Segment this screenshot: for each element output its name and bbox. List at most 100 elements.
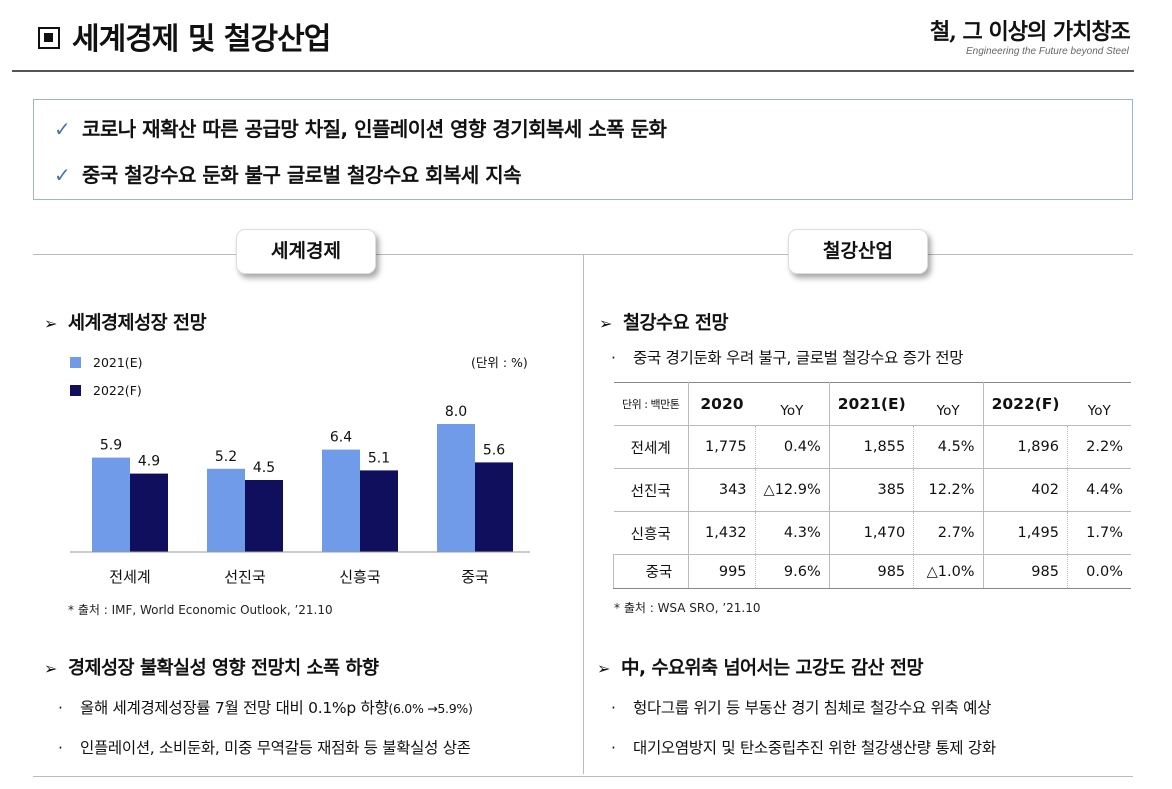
- summary-box: ✓ 코로나 재확산 따른 공급망 차질, 인플레이션 영향 경기회복세 소폭 둔화…: [33, 99, 1133, 200]
- table-cell: 1,470: [828, 511, 914, 555]
- steel-note: · 중국 경기둔화 우려 불구, 글로벌 철강수요 증가 전망: [611, 346, 963, 368]
- table-year-header: 2022(F): [982, 382, 1068, 426]
- table-cell: 343: [687, 468, 756, 512]
- bullet-text: 헝다그룹 위기 등 부동산 경기 침체로 철강수요 위축 예상: [633, 699, 992, 717]
- bullet-text: 중국 경기둔화 우려 불구, 글로벌 철강수요 증가 전망: [633, 349, 964, 367]
- bullet-text: 대기오염방지 및 탄소중립추진 위한 철강생산량 통제 강화: [633, 739, 996, 757]
- summary-item: ✓ 코로나 재확산 따른 공급망 차질, 인플레이션 영향 경기회복세 소폭 둔화: [54, 113, 667, 142]
- table-row: 중국 995 9.6% 985 △1.0% 985 0.0%: [613, 554, 1131, 589]
- chart-data-label: 5.6: [483, 442, 505, 458]
- heading-text: , 수요위축 넘어서는 고강도 감산 전망: [639, 658, 924, 679]
- chart-category-label: 전세계: [109, 568, 150, 586]
- bottom-divider: [33, 776, 1133, 777]
- table-cell: 1,855: [828, 425, 914, 469]
- brand-tagline: Engineering the Future beyond Steel: [966, 46, 1129, 57]
- heading-prefix: 中: [621, 658, 640, 679]
- bullet-subtext: (6.0% →5.9%): [388, 701, 473, 716]
- heading-text: 경제성장 불확실성 영향 전망치 소폭 하향: [68, 658, 379, 679]
- legend-swatch: [70, 384, 81, 396]
- table-source: * 출처 : WSA SRO, ’21.10: [614, 601, 761, 615]
- table-cell: 2.7%: [913, 511, 984, 555]
- table-cell: △12.9%: [754, 468, 830, 512]
- table-cell: 12.2%: [913, 468, 984, 512]
- table-cell: 985: [982, 554, 1068, 589]
- table-row-label: 신흥국: [613, 511, 689, 555]
- bullet-item: · 인플레이션, 소비둔화, 미중 무역갈등 재점화 등 불확실성 상존: [58, 736, 471, 758]
- bullet-dot: ·: [58, 739, 63, 757]
- bullet-dot: ·: [611, 739, 616, 757]
- table-row-label: 선진국: [613, 468, 689, 512]
- chart-bar: [130, 473, 168, 552]
- table-cell: 2.2%: [1066, 425, 1131, 469]
- chart-bar: [207, 468, 245, 552]
- table-cell: 1,495: [982, 511, 1068, 555]
- growth-bar-chart: 5.9 4.9 전세계 5.2 4.5 선진국 6.4 5.1 신흥국 8.0 5.6 중국: [70, 404, 530, 586]
- chart-data-label: 6.4: [330, 430, 352, 446]
- legend-swatch: [70, 356, 81, 368]
- table-cell: 9.6%: [754, 554, 830, 589]
- chart-bar: [322, 449, 360, 552]
- steel-demand-heading: ➢ 철강수요 전망: [599, 309, 729, 335]
- table-row-label: 전세계: [613, 425, 689, 469]
- table-cell: 985: [828, 554, 914, 589]
- table-row: 신흥국 1,432 4.3% 1,470 2.7% 1,495 1.7%: [613, 511, 1131, 555]
- bullet-text: 올해 세계경제성장률 7월 전망 대비 0.1%p 하향: [80, 699, 389, 717]
- table-cell: 385: [828, 468, 914, 512]
- chart-data-label: 5.1: [368, 450, 390, 466]
- table-year-header: 2021(E): [828, 382, 914, 426]
- checkmark-icon: ✓: [54, 163, 71, 187]
- chart-data-label: 5.9: [100, 438, 122, 454]
- growth-outlook-heading: ➢ 세계경제성장 전망: [44, 309, 207, 335]
- table-cell: 0.4%: [754, 425, 830, 469]
- chart-category-label: 중국: [461, 568, 489, 586]
- arrow-bullet-icon: ➢: [44, 314, 57, 333]
- chart-data-label: 8.0: [445, 404, 467, 420]
- column-divider: [583, 254, 584, 774]
- heading-text: 철강수요 전망: [623, 313, 729, 334]
- table-cell: 995: [687, 554, 756, 589]
- table-cell: 4.3%: [754, 511, 830, 555]
- chart-bar: [92, 457, 130, 552]
- chart-source: * 출처 : IMF, World Economic Outlook, ’21.…: [68, 603, 333, 617]
- chart-category-label: 선진국: [224, 568, 266, 586]
- table-row: 선진국 343 △12.9% 385 12.2% 402 4.4%: [613, 468, 1131, 512]
- legend-item-2021: 2021(E): [70, 355, 142, 370]
- summary-item: ✓ 중국 철강수요 둔화 불구 글로벌 철강수요 회복세 지속: [54, 159, 522, 188]
- legend-label: 2021(E): [93, 355, 143, 370]
- checkmark-icon: ✓: [54, 117, 71, 141]
- table-cell: 402: [982, 468, 1068, 512]
- table-year-header: 2020: [687, 382, 756, 426]
- arrow-bullet-icon: ➢: [44, 659, 57, 678]
- arrow-bullet-icon: ➢: [599, 314, 612, 333]
- tab-steel-industry: 철강산업: [788, 229, 928, 274]
- uncertainty-heading: ➢ 경제성장 불확실성 영향 전망치 소폭 하향: [44, 654, 379, 680]
- summary-text: 코로나 재확산 따른 공급망 차질, 인플레이션 영향 경기회복세 소폭 둔화: [82, 117, 667, 141]
- page-title: 세계경제 및 철강산업: [72, 22, 331, 57]
- chart-bar: [437, 424, 475, 552]
- bullet-item: · 대기오염방지 및 탄소중립추진 위한 철강생산량 통제 강화: [611, 736, 996, 758]
- brand-slogan: 철, 그 이상의 가치창조: [930, 19, 1131, 45]
- chart-bar: [360, 470, 398, 552]
- table-row-label: 중국: [613, 554, 689, 589]
- chart-data-label: 4.5: [253, 460, 275, 476]
- heading-text: 세계경제성장 전망: [68, 313, 207, 334]
- steel-demand-table: 단위 : 백만톤 2020 YoY 2021(E) YoY 2022(F) Yo…: [613, 382, 1131, 589]
- table-cell: 1.7%: [1066, 511, 1131, 555]
- table-cell: 4.4%: [1066, 468, 1131, 512]
- table-cell: 1,432: [687, 511, 756, 555]
- table-header-row: 단위 : 백만톤 2020 YoY 2021(E) YoY 2022(F) Yo…: [613, 382, 1131, 426]
- brand-logo: 철, 그 이상의 가치창조 Engineering the Future bey…: [930, 10, 1145, 68]
- china-cut-heading: ➢ 中, 수요위축 넘어서는 고강도 감산 전망: [597, 654, 924, 680]
- chart-unit-label: (단위 : %): [471, 355, 528, 370]
- arrow-bullet-icon: ➢: [597, 659, 610, 678]
- chart-category-label: 신흥국: [339, 568, 381, 586]
- title-square-icon: [38, 27, 60, 49]
- bullet-item: · 올해 세계경제성장률 7월 전망 대비 0.1%p 하향(6.0% →5.9%…: [58, 696, 473, 718]
- table-cell: 1,775: [687, 425, 756, 469]
- header-divider: [12, 70, 1134, 72]
- bullet-dot: ·: [611, 349, 616, 367]
- bullet-dot: ·: [611, 699, 616, 717]
- table-row: 전세계 1,775 0.4% 1,855 4.5% 1,896 2.2%: [613, 425, 1131, 469]
- table-cell: 4.5%: [913, 425, 984, 469]
- table-cell: △1.0%: [913, 554, 984, 589]
